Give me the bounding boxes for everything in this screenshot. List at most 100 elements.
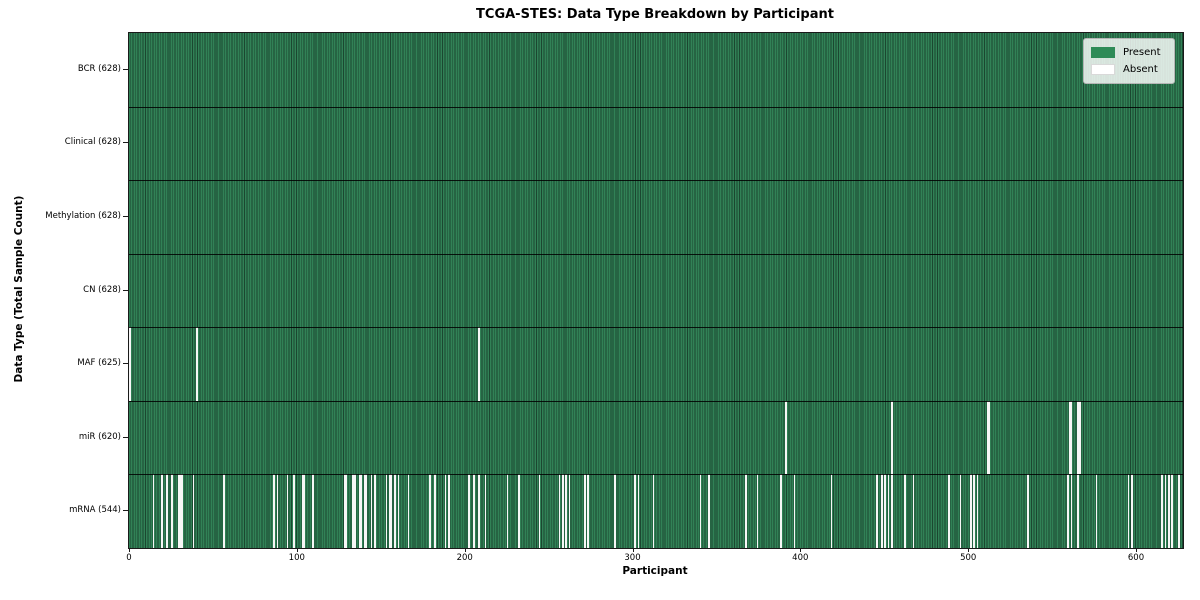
absent-cell: [583, 474, 586, 548]
absent-cell: [484, 474, 487, 548]
absent-cell: [973, 474, 975, 548]
absent-cell: [890, 474, 893, 548]
absent-cell: [780, 474, 782, 548]
absent-cell: [170, 474, 173, 548]
absent-cell: [890, 400, 893, 475]
absent-cell: [1070, 400, 1073, 475]
absent-cell: [1068, 400, 1071, 475]
absent-cell: [1077, 400, 1079, 475]
y-tick-mark: [123, 436, 128, 438]
heatmap-row-CN: [129, 253, 1183, 328]
absent-cell: [352, 474, 354, 548]
heatmap-row-BCR: [129, 33, 1183, 107]
absent-cell: [179, 474, 182, 548]
absent-cell: [293, 474, 296, 548]
absent-cell: [587, 474, 589, 548]
x-tick-label-0: 0: [126, 553, 132, 563]
heatmap-row-mRNA: [129, 474, 1183, 548]
absent-cell: [1167, 474, 1170, 548]
absent-cell: [478, 327, 480, 401]
absent-cell: [959, 474, 962, 548]
absent-cell: [311, 474, 314, 548]
absent-cell: [394, 474, 396, 548]
absent-cell: [407, 474, 410, 548]
row-separator: [129, 400, 1183, 402]
absent-cell: [273, 474, 275, 548]
absent-cell: [875, 474, 878, 548]
absent-cell: [1177, 474, 1180, 548]
x-tick-mark: [296, 548, 298, 552]
legend-label-present: Present: [1123, 47, 1161, 58]
heatmap-row-Methylation: [129, 180, 1183, 254]
absent-cell: [830, 474, 833, 548]
y-tick-mark: [123, 142, 128, 144]
x-tick-label-200: 200: [456, 553, 473, 563]
y-tick-label-miR: miR (620): [78, 431, 121, 442]
row-separator: [129, 180, 1183, 182]
heatmap-plot: [128, 32, 1184, 549]
absent-cell: [160, 474, 163, 548]
absent-cell: [360, 474, 363, 548]
absent-cell: [473, 474, 475, 548]
absent-cell: [506, 474, 509, 548]
absent-cell: [429, 474, 432, 548]
absent-cell: [301, 474, 304, 548]
absent-cell: [444, 474, 447, 548]
x-tick-label-400: 400: [792, 553, 809, 563]
y-tick-label-MAF: MAF (625): [77, 358, 121, 369]
absent-cell: [976, 474, 979, 548]
x-tick-label-500: 500: [960, 553, 977, 563]
absent-cell: [1127, 474, 1130, 548]
absent-cell: [165, 474, 168, 548]
absent-cell: [969, 474, 972, 548]
y-tick-label-Clinical: Clinical (628): [64, 137, 121, 148]
absent-cell: [1161, 474, 1163, 548]
absent-cell: [177, 474, 180, 548]
absent-cell: [129, 327, 131, 401]
row-separator: [129, 474, 1183, 476]
absent-cell: [192, 474, 195, 548]
absent-cell: [353, 474, 356, 548]
legend-label-absent: Absent: [1123, 64, 1158, 75]
x-tick-mark: [1136, 548, 1137, 552]
absent-cell: [434, 474, 437, 548]
absent-cell: [699, 474, 702, 548]
absent-cell: [986, 400, 989, 475]
absent-cell: [538, 474, 541, 548]
absent-cell: [887, 474, 890, 548]
absent-cell: [562, 474, 564, 548]
absent-cell: [904, 474, 907, 548]
absent-cell: [468, 474, 470, 548]
absent-cell: [637, 474, 640, 548]
absent-cell: [303, 474, 306, 548]
absent-cell: [793, 474, 796, 548]
absent-cell: [1171, 474, 1173, 548]
absent-cell: [1095, 474, 1098, 548]
absent-cell: [744, 474, 747, 548]
heatmap-row-Clinical: [129, 106, 1183, 181]
x-tick-mark: [800, 548, 802, 552]
absent-cell: [652, 474, 655, 548]
x-tick-mark: [464, 548, 466, 552]
absent-cell: [478, 474, 480, 548]
absent-cell: [343, 474, 346, 548]
absent-cell: [389, 474, 391, 548]
y-tick-mark: [123, 510, 128, 512]
row-separator: [129, 253, 1183, 255]
y-tick-mark: [123, 68, 128, 70]
x-tick-label-100: 100: [288, 553, 305, 563]
absent-cell: [568, 474, 571, 548]
absent-cell: [1070, 474, 1073, 548]
absent-cell: [345, 474, 348, 548]
present-swatch: [1091, 47, 1115, 58]
absent-cell: [1130, 474, 1133, 548]
x-tick-label-600: 600: [1127, 553, 1145, 563]
absent-cell: [1026, 474, 1029, 548]
absent-cell: [447, 474, 450, 548]
x-axis-title: Participant: [622, 565, 688, 577]
absent-cell: [1078, 400, 1081, 475]
y-tick-mark: [123, 363, 128, 365]
absent-cell: [363, 474, 366, 548]
absent-cell: [708, 474, 710, 548]
